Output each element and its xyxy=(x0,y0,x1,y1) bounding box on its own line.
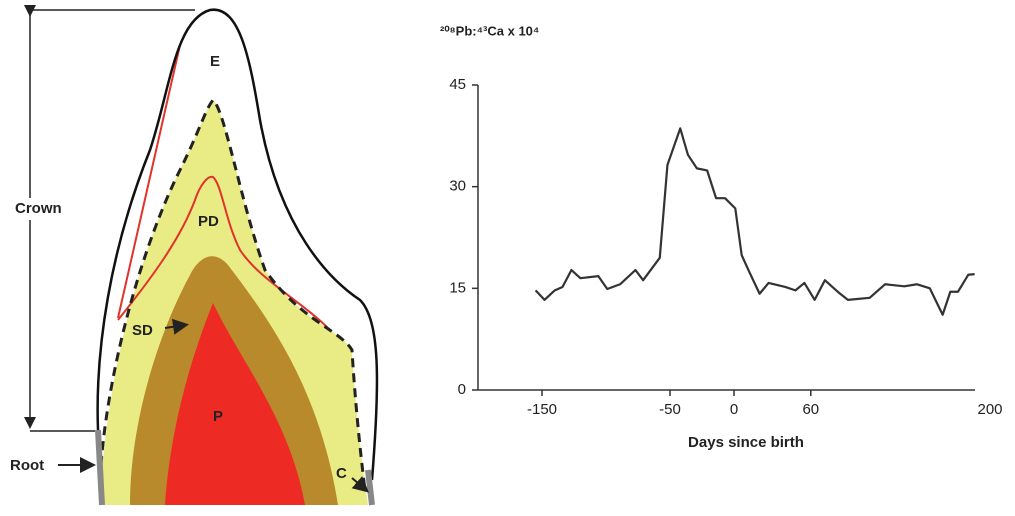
c-arrow xyxy=(351,476,370,493)
enamel-label: E xyxy=(210,53,220,70)
root-label: Root xyxy=(10,457,44,474)
x-tick-label: 0 xyxy=(730,401,738,418)
data-line xyxy=(534,127,975,316)
x-axis-label: Days since birth xyxy=(688,434,804,451)
dentin-border xyxy=(98,97,367,491)
chart-title: ²⁰⁸Pb:⁴³Ca x 10⁴ xyxy=(440,23,539,38)
y-tick-label: 45 xyxy=(449,76,466,93)
cementum-label: C xyxy=(336,465,347,482)
crown-label: Crown xyxy=(15,200,62,217)
sd-label: SD xyxy=(132,322,153,339)
y-tick-label: 30 xyxy=(449,178,466,195)
x-tick-label: -150 xyxy=(527,401,557,418)
y-tick-label: 15 xyxy=(449,279,466,296)
x-tick-label: 60 xyxy=(802,401,819,418)
pd-label: PD xyxy=(198,213,219,230)
sd-arrow xyxy=(164,318,189,335)
tooth-outline xyxy=(96,8,379,481)
y-tick-label: 0 xyxy=(458,381,466,398)
root-left xyxy=(95,429,105,506)
enamel-line xyxy=(117,44,181,319)
x-tick-label: 200 xyxy=(977,401,1002,418)
root-right xyxy=(365,469,375,506)
pulp xyxy=(165,303,305,505)
x-tick-label: -50 xyxy=(659,401,681,418)
pd-line xyxy=(117,175,331,331)
pulp-label: P xyxy=(213,408,223,425)
tooth-diagram: Crown Root E PD SD P C xyxy=(5,5,379,506)
